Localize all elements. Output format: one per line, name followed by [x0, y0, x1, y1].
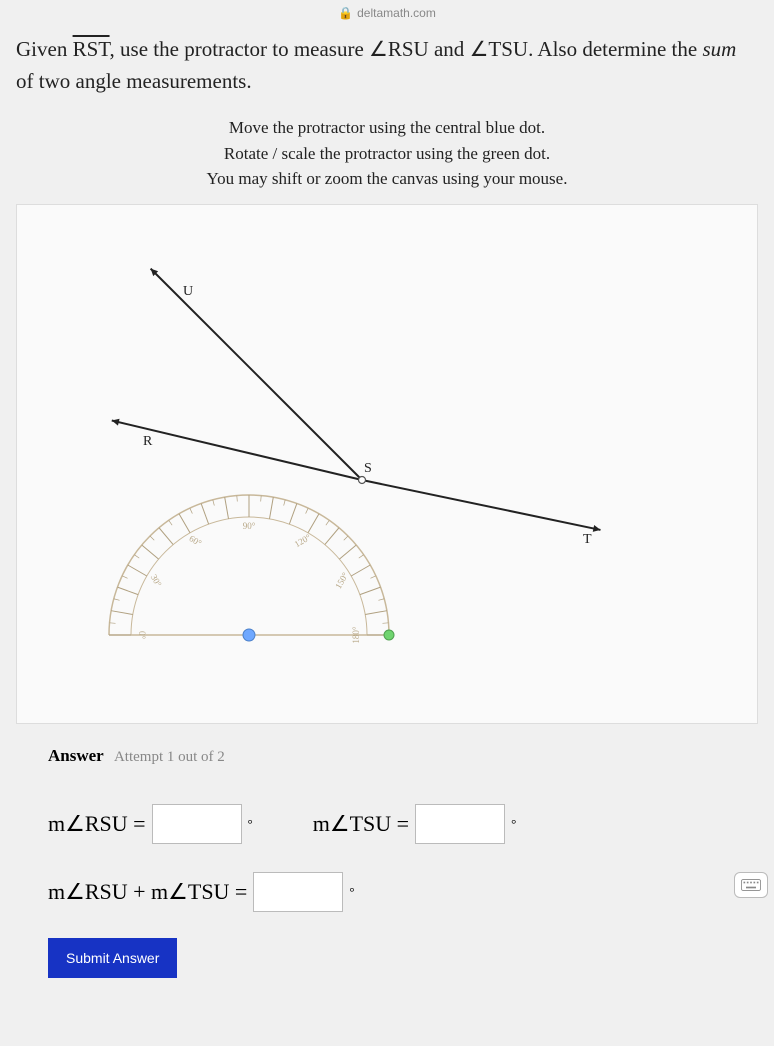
submit-answer-button[interactable]: Submit Answer	[48, 938, 177, 978]
svg-text:180°: 180°	[351, 626, 361, 644]
input-rsu[interactable]	[152, 804, 242, 844]
answer-label: Answer	[48, 746, 104, 765]
svg-text:R: R	[143, 434, 153, 449]
degree-symbol: °	[248, 816, 253, 832]
input-tsu[interactable]	[415, 804, 505, 844]
instruction-line: You may shift or zoom the canvas using y…	[0, 166, 774, 192]
svg-text:120°: 120°	[293, 531, 313, 548]
svg-text:0°: 0°	[137, 630, 147, 639]
answer-rsu: m∠RSU = °	[48, 804, 253, 844]
label-sum: m∠RSU + m∠TSU =	[48, 879, 247, 905]
problem-statement: Given RST, use the protractor to measure…	[0, 26, 774, 109]
input-sum[interactable]	[253, 872, 343, 912]
degree-symbol: °	[349, 884, 354, 900]
url-text: deltamath.com	[357, 6, 436, 20]
answer-section: Answer Attempt 1 out of 2 m∠RSU = ° m∠TS…	[0, 724, 774, 978]
text: Given	[16, 37, 73, 61]
text: . Also determine the	[528, 37, 702, 61]
text: and	[429, 37, 470, 61]
segment-rst: RST	[73, 37, 110, 61]
instructions: Move the protractor using the central bl…	[0, 109, 774, 204]
keyboard-icon[interactable]	[734, 872, 768, 898]
answers-row-2: m∠RSU + m∠TSU = °	[48, 872, 726, 912]
sum-word: sum	[702, 37, 736, 61]
geometry-svg[interactable]: 0° 30° 60° 90° 120° 150° 180° R T U S	[17, 205, 759, 725]
svg-text:T: T	[583, 532, 592, 547]
angle-rsu: ∠RSU	[369, 37, 429, 61]
text: , use the protractor to measure	[110, 37, 370, 61]
answer-header: Answer Attempt 1 out of 2	[48, 746, 726, 766]
degree-symbol: °	[511, 816, 516, 832]
answers-row-1: m∠RSU = ° m∠TSU = °	[48, 804, 726, 844]
svg-text:90°: 90°	[243, 521, 256, 531]
attempt-count: Attempt 1 out of 2	[114, 749, 225, 765]
url-bar: 🔒 deltamath.com	[0, 0, 774, 26]
text: of two angle measurements.	[16, 69, 252, 93]
label-rsu: m∠RSU =	[48, 811, 146, 837]
svg-text:150°: 150°	[333, 570, 350, 590]
label-tsu: m∠TSU =	[313, 811, 409, 837]
answer-tsu: m∠TSU = °	[313, 804, 517, 844]
geometry-canvas[interactable]: 0° 30° 60° 90° 120° 150° 180° R T U S	[16, 204, 758, 724]
instruction-line: Move the protractor using the central bl…	[0, 115, 774, 141]
svg-text:60°: 60°	[188, 533, 204, 548]
svg-text:U: U	[183, 284, 193, 299]
angle-tsu: ∠TSU	[470, 37, 529, 61]
svg-text:S: S	[364, 461, 372, 476]
lock-icon: 🔒	[338, 6, 353, 20]
svg-text:30°: 30°	[149, 572, 164, 588]
instruction-line: Rotate / scale the protractor using the …	[0, 141, 774, 167]
